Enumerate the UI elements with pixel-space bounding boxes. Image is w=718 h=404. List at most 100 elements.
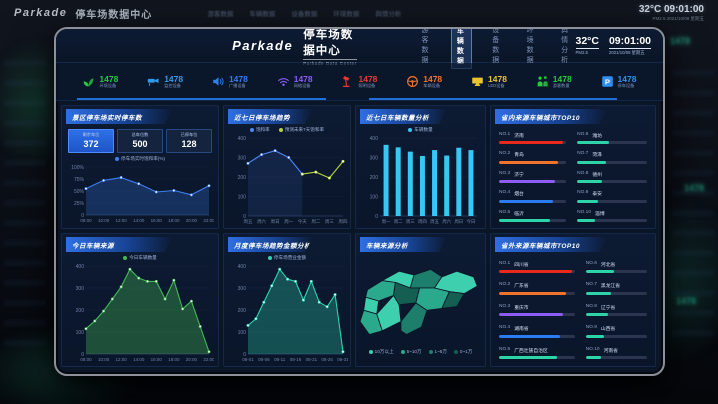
svg-text:14:00: 14:00 xyxy=(133,357,145,362)
legend-停车场实时饱和率(%): 停车场实时饱和率(%) xyxy=(115,156,165,162)
legend-dot xyxy=(267,256,272,260)
background-nav-item-设备数据: 设备数据 xyxy=(291,11,318,18)
svg-text:0: 0 xyxy=(81,213,84,219)
top10-track xyxy=(585,313,647,317)
svg-text:周三: 周三 xyxy=(406,219,415,225)
kpi-label: 照明设备 xyxy=(358,82,376,88)
svg-text:周一: 周一 xyxy=(284,219,293,225)
background-nav: 游客数据 车辆数据 设备数据 环境数据 舆情分析 xyxy=(207,8,401,18)
clock-block: 32°C PM2.5 09:01:00 2021/10/08 星期五 xyxy=(575,35,651,56)
kpi-环境设备: 1478 环境设备 xyxy=(82,74,118,89)
top10-rank: NO.4 xyxy=(499,325,511,331)
svg-text:400: 400 xyxy=(76,264,85,270)
top10-track xyxy=(585,334,647,338)
chart-count7-svg: 400 300 200 100 0 周一 周二 周三 周四 周五 周六 周日 今日 xyxy=(370,136,477,225)
stat-label: 总车位数 xyxy=(131,132,149,137)
count-legend: 车辆数量 xyxy=(360,127,481,133)
saturation-line-chart: 100% 75% 50% 25% 0 08:00 10:00 12:00 14:00 16:00 1… xyxy=(66,162,215,228)
kpi-车辆设备: 1478 车辆设备 xyxy=(406,74,442,89)
plant-icon xyxy=(82,75,95,88)
top10-rank: NO.2 xyxy=(499,151,511,157)
panel-vehicle-source-map: 车辆来源分析 xyxy=(355,233,486,367)
stat-box-总车位数[interactable]: 总车位数 500 xyxy=(117,129,163,153)
svg-text:今日: 今日 xyxy=(466,218,475,225)
kpi-value: 1478 xyxy=(617,73,637,84)
stat-box-剩余车位[interactable]: 剩余车位 372 xyxy=(68,129,114,153)
kpi-value: 1478 xyxy=(552,73,572,84)
svg-text:08:00: 08:00 xyxy=(80,218,92,223)
top10-rank: NO.8 xyxy=(577,170,589,176)
background-kpi-echo: 1478 xyxy=(675,296,696,306)
people-icon xyxy=(536,75,549,88)
realtime-stats: 剩余车位 372 总车位数 500 已停车位 128 xyxy=(68,129,212,153)
kpi-value: 1478 xyxy=(228,73,248,84)
background-logo: Parkade xyxy=(14,7,68,19)
legend-dot xyxy=(368,350,373,354)
top10-name: 河北省 xyxy=(600,262,616,268)
top10-name: 潍坊 xyxy=(592,133,602,139)
top10-rank: NO.7 xyxy=(577,151,589,157)
svg-text:200: 200 xyxy=(238,308,247,314)
top10-rank: NO.2 xyxy=(499,282,511,288)
top10-bar xyxy=(499,356,557,360)
stat-value: 372 xyxy=(83,139,99,149)
svg-text:08-06: 08-06 xyxy=(258,357,270,362)
top10-rank: NO.9 xyxy=(585,325,597,331)
nav-item-游客数据[interactable]: 游客数据 xyxy=(421,27,429,64)
top10-name: 辽宁省 xyxy=(600,305,616,311)
top10-row-广西壮族自治区: NO.5 广西壮族自治区 xyxy=(499,343,575,363)
nav-item-舆情分析[interactable]: 舆情分析 xyxy=(561,27,569,64)
nav-item-设备数据[interactable]: 设备数据 xyxy=(492,27,500,64)
panel-title: 车辆来源分析 xyxy=(360,237,447,252)
svg-text:周日: 周日 xyxy=(271,219,280,225)
page-title: 停车场数据中心 xyxy=(303,28,354,57)
kpi-网络设备: 1478 网络设备 xyxy=(277,74,313,89)
top10-name: 菏泽 xyxy=(592,153,602,159)
top10-bar xyxy=(499,270,572,274)
nav-item-环境数据[interactable]: 环境数据 xyxy=(526,27,534,64)
legend-dot xyxy=(400,350,405,354)
top10-name: 广西壮族自治区 xyxy=(514,348,548,354)
top10-track xyxy=(499,313,575,317)
chart-today-svg: 400 300 200 100 008:00 10:00 12:00 14:00 16:00 18… xyxy=(76,264,215,362)
top10-row-湖南省: NO.4 湖南省 xyxy=(499,322,575,342)
top10-row-潍坊: NO.6 潍坊 xyxy=(577,129,647,147)
top10-track xyxy=(585,291,647,295)
date-value: 2021/10/08 星期五 xyxy=(608,50,645,55)
svg-text:08-11: 08-11 xyxy=(274,357,286,362)
top10-bar xyxy=(499,313,563,317)
top10-bar xyxy=(577,199,599,203)
kpi-value: 1478 xyxy=(358,73,378,84)
svg-text:100: 100 xyxy=(76,330,85,336)
legend-5~10万: 5~10万 xyxy=(400,349,422,355)
map-legend: 10万以上 5~10万 1~5万 0~1万 xyxy=(360,349,481,355)
svg-text:0: 0 xyxy=(243,352,246,358)
top10-rank: NO.4 xyxy=(499,190,511,196)
top10-name: 济南 xyxy=(514,133,524,139)
top10-rank: NO.1 xyxy=(499,131,511,137)
top10-row-烟台: NO.4 烟台 xyxy=(499,188,567,206)
svg-text:08-21: 08-21 xyxy=(306,357,318,362)
legend-dot xyxy=(115,157,120,161)
temperature-block: 32°C PM2.5 xyxy=(575,35,599,56)
main-grid: 景区停车场实时停车数 剩余车位 372 总车位数 500 已停车位 128 停车场实时饱和… xyxy=(56,101,663,371)
kpi-row: 1478 环境设备 1478 监控设备 1478 广播设备 1478 网络设备 1478 照明设备… xyxy=(56,63,663,101)
pm-label: PM2.5 xyxy=(575,50,588,55)
stat-box-已停车位[interactable]: 已停车位 128 xyxy=(166,129,212,153)
panel-province-top10: 省外来源车辆城市TOP10 NO.1 四川省 NO.2 广东省 NO.3 重庆市 NO.4 湖… xyxy=(490,233,656,367)
svg-text:400: 400 xyxy=(238,264,247,270)
parkade-logo: Parkade xyxy=(232,38,294,53)
top10-row-辽宁省: NO.8 辽宁省 xyxy=(585,300,647,320)
top10-rank: NO.8 xyxy=(585,303,597,309)
panel-monthly-revenue: 月度停车场趋势金额分析 停车场营业金额 400 300 200 100 0 08-01 08… xyxy=(223,233,351,367)
kpi-照明设备: 1478 照明设备 xyxy=(341,73,378,89)
stat-label: 剩余车位 xyxy=(82,132,100,137)
top10-rank: NO.9 xyxy=(577,190,589,196)
legend-dot xyxy=(249,128,254,132)
svg-text:400: 400 xyxy=(370,136,379,142)
panel-title: 今日车辆来源 xyxy=(66,237,173,252)
dashboard-card: Parkade 停车场数据中心 Parkade Data Center 游客数据… xyxy=(54,27,665,376)
kpi-监控设备: 1478 监控设备 xyxy=(147,74,183,89)
top10-name: 广东省 xyxy=(514,284,529,290)
